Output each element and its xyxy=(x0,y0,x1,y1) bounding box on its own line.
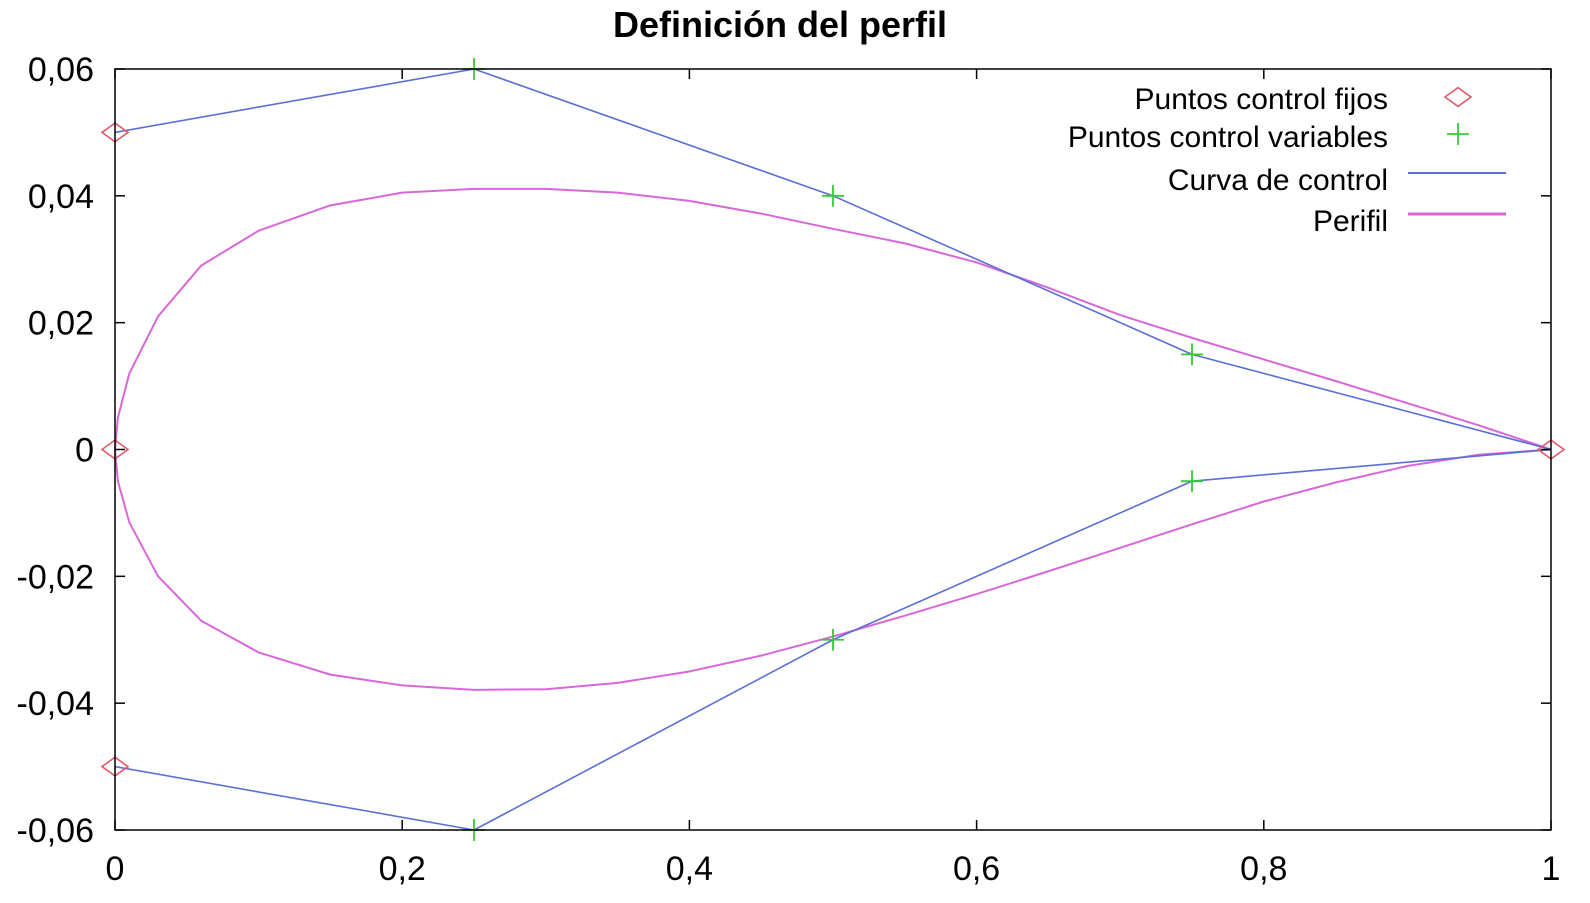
y-tick-label: -0,02 xyxy=(17,558,95,596)
x-tick-label: 1 xyxy=(1542,850,1561,888)
legend-entry: Puntos control fijos xyxy=(1135,83,1473,116)
x-tick-label: 0 xyxy=(106,850,125,888)
y-tick-label: -0,04 xyxy=(17,685,95,723)
variable-control-point xyxy=(1181,343,1203,366)
legend-swatch-plus xyxy=(1447,123,1469,145)
x-tick-label: 0,6 xyxy=(953,850,1000,888)
y-tick-label: 0 xyxy=(75,432,94,470)
fixed-control-point xyxy=(100,439,130,460)
x-tick-label: 0,2 xyxy=(379,850,426,888)
legend-entry: Curva de control xyxy=(1168,164,1506,197)
x-tick-label: 0,8 xyxy=(1240,850,1287,888)
y-tick-label: -0,06 xyxy=(17,812,95,850)
x-tick-label: 0,4 xyxy=(666,850,713,888)
chart-title: Definición del perfil xyxy=(613,4,947,45)
legend-swatch-diamond xyxy=(1443,86,1473,108)
variable-control-point xyxy=(822,184,844,207)
legend-label: Puntos control fijos xyxy=(1135,83,1388,116)
fixed-control-point xyxy=(100,756,130,777)
legend-label: Perifil xyxy=(1313,205,1388,238)
legend: Puntos control fijos Puntos control varia… xyxy=(1068,83,1506,238)
y-tick-label: 0,06 xyxy=(28,51,94,89)
fixed-control-point xyxy=(1536,439,1566,460)
variable-control-point xyxy=(1181,470,1203,493)
legend-label: Puntos control variables xyxy=(1068,121,1388,154)
fixed-control-point xyxy=(100,122,130,143)
variable-control-point xyxy=(822,628,844,651)
legend-label: Curva de control xyxy=(1168,164,1388,197)
legend-entry: Puntos control variables xyxy=(1068,121,1469,154)
legend-entry: Perifil xyxy=(1313,205,1506,238)
axes: 0 0,2 0,4 0,6 0,8 1 0,06 0,04 0,02 0 -0,02 -0,04 -0,… xyxy=(17,51,1561,888)
y-tick-label: 0,04 xyxy=(28,178,94,216)
y-tick-label: 0,02 xyxy=(28,305,94,343)
